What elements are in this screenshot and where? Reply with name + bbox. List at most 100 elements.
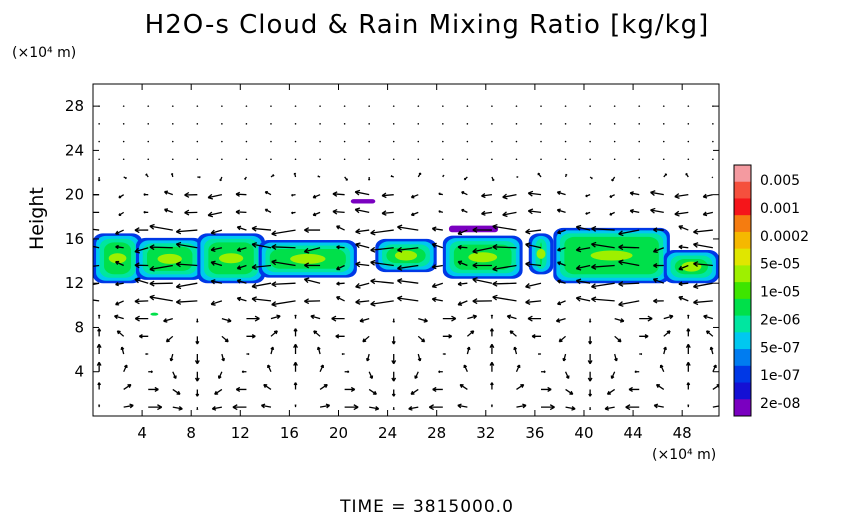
wind-vector [304,298,321,305]
wind-vector [343,158,346,161]
wind-vector [370,259,394,267]
wind-vector [490,314,494,319]
time-label: TIME = 3815000.0 [340,497,514,517]
wind-vector [293,382,298,390]
wind-vector [370,246,394,253]
wind-vector [591,282,615,290]
colorbar-swatch [734,315,751,333]
wind-vector [652,277,664,284]
wind-vector [271,259,296,267]
wind-vector [438,192,444,196]
wind-vector [431,296,443,303]
wind-vector [147,123,150,125]
wind-vector [118,194,125,199]
wind-vector [148,404,163,411]
cloud-core [290,253,326,264]
wind-vector [355,242,370,249]
wind-vector [355,228,370,235]
wind-vector [541,370,546,374]
wind-vector [556,190,566,196]
wind-vector [210,300,223,306]
wind-vector [431,226,443,232]
wind-vector [687,123,690,125]
wind-vector [98,404,101,408]
wind-vector [693,242,713,249]
wind-vector [366,353,370,362]
wind-vector [638,105,641,107]
wind-vector [118,211,125,217]
wind-vector [207,193,223,200]
wind-vector [674,210,689,217]
cloud-core [394,250,418,261]
wind-vector [506,314,517,320]
wind-vector [317,175,321,178]
wind-vector [391,354,397,365]
wind-vector [245,105,248,107]
wind-vector [304,262,321,269]
wind-vector [588,336,593,345]
wind-vector [461,208,468,213]
wind-vector [115,244,124,250]
wind-vector [712,123,714,125]
wind-vector [343,140,346,143]
wind-vector [491,158,493,161]
wind-vector [490,382,494,390]
wind-vector [149,244,173,251]
wind-vector [591,263,615,270]
wind-vector [638,140,641,143]
wind-vector [175,282,198,290]
wind-vector [459,383,468,390]
wind-vector [564,140,567,143]
wind-vector [662,105,665,107]
y-tick-label: 12 [65,274,84,292]
wind-vector [575,224,591,231]
wind-vector [516,176,519,178]
wind-vector [655,383,665,390]
wind-vector [175,228,198,235]
wind-vector [489,361,495,372]
wind-vector [332,208,345,215]
wind-vector [367,176,371,181]
wind-vector [123,383,132,390]
cloud-core [468,252,498,263]
wind-vector [134,247,149,254]
wind-vector [417,172,422,178]
x-tick-label: 12 [231,424,250,442]
wind-vector [196,158,199,161]
wind-vector [527,315,542,322]
wind-vector [410,194,419,199]
wind-vector [170,172,174,178]
wind-vector [97,176,101,182]
wind-vector [93,264,100,267]
wind-vector [565,388,574,395]
wind-vector [417,123,420,125]
wind-vector [294,140,297,143]
wind-vector [556,208,566,213]
wind-vector [134,277,149,284]
wind-vector [368,371,374,379]
wind-vector [381,210,394,216]
wind-vector [693,282,713,289]
wind-vector [702,211,714,217]
wind-vector [687,314,690,319]
wind-vector [466,140,469,143]
wind-vector [414,371,419,379]
wind-vector [210,246,223,253]
wind-vector [134,227,149,234]
wind-vector [492,294,517,302]
wind-vector [650,207,664,214]
wind-vector [392,105,395,107]
wind-vector [368,158,370,161]
wind-vector [557,279,566,284]
wind-vector [461,191,468,196]
wind-vector [171,123,174,125]
wind-vector [653,262,664,269]
wind-vector [428,404,443,411]
wind-vector [270,314,281,320]
wind-vector [235,386,247,392]
wind-vector [196,318,199,323]
wind-vector [270,174,275,178]
wind-vector [147,158,150,161]
wind-vector [678,281,689,287]
wind-vector [303,247,321,254]
